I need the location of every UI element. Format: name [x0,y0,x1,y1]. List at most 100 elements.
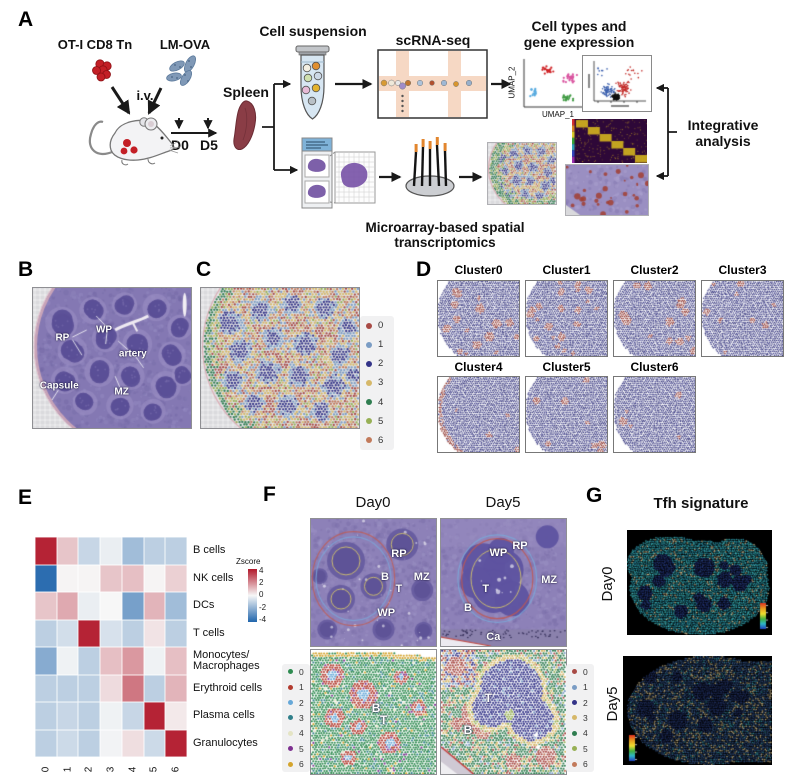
heatmap-cell [100,619,122,647]
cluster-panel-title: Cluster2 [630,263,679,277]
panel-b-label: B [18,258,34,281]
legend-label: 5 [378,415,384,427]
legend-dot-icon [366,322,372,329]
legend-label: 3 [378,377,384,389]
volcano-plot-image [582,55,652,112]
heatmap-cell [165,702,187,730]
tissue-annotation: T [395,582,403,595]
legend-label: 3 [583,712,588,723]
legend-item: 3 [360,377,394,388]
heatmap-row-label: DCs [193,599,215,612]
heatmap-cell [165,729,187,757]
spleen-split-bracket [262,79,299,175]
legend-item: 1 [282,682,310,692]
heatmap-cell [165,674,187,702]
g-day0-row-label: Day0 [599,566,616,602]
tissue-annotation: RP [55,332,70,344]
heatmap-cell [35,674,57,702]
microfluidic-chip-icon [377,49,488,119]
legend-label: 4 [378,396,384,408]
tfh-day0-image [627,530,772,635]
zscore-tick-label: -2 [259,602,267,612]
scrnaseq-label: scRNA-seq [395,32,471,48]
legend-dot-icon [366,379,372,386]
cluster-panel-title: Cluster5 [542,360,591,374]
legend-dot-icon [572,669,577,675]
day0-column-title: Day0 [355,494,391,511]
heatmap-cell [165,619,187,647]
tissue-annotation: RP [391,548,407,561]
legend-label: 4 [299,728,304,739]
zscore-colorbar [248,569,257,622]
mouse-icon [88,117,181,166]
cluster-panel-title: Cluster1 [542,263,591,277]
legend-label: 5 [583,743,588,754]
panel-a-schematic [88,45,677,209]
cluster-highlight-image [613,376,696,453]
heatmap-cell [100,729,122,757]
tissue-annotation: T [484,691,492,706]
cluster-panel-title: Cluster4 [454,360,503,374]
celltypes-title-line2: gene expression [523,34,635,50]
integrative-bracket [655,83,677,181]
legend-label: 1 [378,339,384,351]
tissue-annotation: WP [95,324,113,336]
lmova-bacteria-icon [166,55,197,86]
zscore-tick-label: 0 [259,590,264,600]
heatmap-cell [35,729,57,757]
heatmap-cell [121,702,144,730]
cluster-highlight-image [525,280,608,357]
zscore-colorbar-title: Zscore [236,557,261,566]
heatmap-cell [56,729,79,757]
zscore-tick-label: 4 [259,566,264,575]
heatmap-cell [121,537,144,565]
heatmap-cell [100,702,122,730]
heatmap-cell [56,592,79,620]
day0-histology-image: RP B MZ T WP [310,518,437,647]
legend-dot-icon [366,341,372,348]
heatmap-row-label: T cells [193,626,225,639]
tissue-slides-icon [301,137,336,209]
heatmap-cell [165,592,187,620]
heatmap-cell [35,537,57,565]
legend-item: 0 [566,667,594,677]
spatial-map-thumbnail-image [487,142,557,205]
heatmap-cell [100,674,122,702]
heatmap-cell [121,729,144,757]
cell-suspension-label: Cell suspension [259,23,367,39]
legend-item: 2 [566,698,594,708]
heatmap-row-labels: B cells NK cells DCs T cells Monocytes/ Macr… [193,537,283,757]
heatmap-cell [35,619,57,647]
heatmap-cell [100,537,122,565]
heatmap-cell [78,564,101,592]
heatmap-cell [121,619,144,647]
umap-x-axis-label: UMAP_1 [541,110,574,119]
integrative-label-line1: Integrative [687,117,759,133]
probe-array-icon [405,137,455,197]
day5-histology-image: WP RP MZ T B Ca [440,518,567,647]
celltypes-title-line1: Cell types and [531,18,627,34]
legend-label: 3 [299,712,304,723]
timeline [171,118,218,138]
injection-arrow-left [110,86,131,115]
heatmap-cell [100,564,122,592]
legend-item: 5 [566,744,594,754]
day0-cluster-map-canvas [310,649,437,775]
heatmap-row-label: Granulocytes [193,736,258,749]
legend-dot-icon [366,418,372,425]
heatmap-row-label: Erythroid cells [193,681,263,694]
panel-c-label: C [196,258,212,281]
legend-label: 2 [299,697,304,708]
heatmap-cell [78,702,101,730]
heatmap-cell [56,647,79,675]
marker-heatmap-image [572,119,647,163]
microarray-grid-icon [334,151,376,204]
legend-dot-icon [288,761,293,767]
heatmap-col-label: 2 [83,766,95,773]
heatmap-row-label: Plasma cells [193,709,255,722]
legend-item: 1 [360,339,394,350]
celltype-heatmap [35,537,187,757]
heatmap-cell [35,702,57,730]
